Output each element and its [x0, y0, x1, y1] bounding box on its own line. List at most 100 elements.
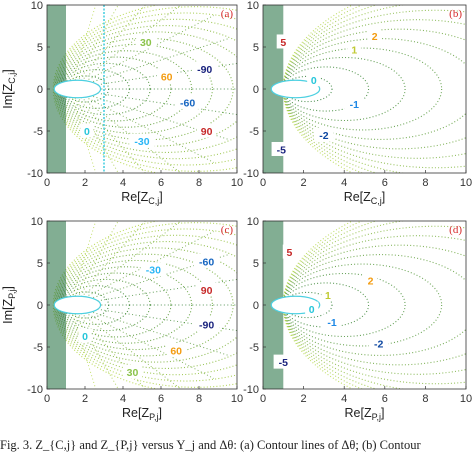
contour-label-text: -60	[199, 256, 214, 268]
contour-label-text: 1	[325, 290, 331, 302]
contour-label-box	[140, 262, 167, 277]
contour-label: 30	[122, 364, 143, 379]
contour-label-box	[196, 282, 217, 297]
contour-label: -1	[344, 96, 365, 111]
contour-label-text: 2	[368, 276, 374, 288]
contour-label: 1	[347, 42, 361, 57]
contour-label: 60	[166, 342, 186, 357]
x-axis-label: Re[ZC,j]	[121, 190, 163, 206]
contour-label-box	[129, 133, 155, 148]
contour-label-text: -1	[350, 99, 359, 111]
contour-label: -5	[273, 354, 293, 369]
y-tick-label: -10	[27, 168, 43, 180]
y-tick-label: 10	[247, 216, 259, 228]
contour-label: -2	[314, 127, 334, 142]
panel-c: -30 -60 90 -90 0 60 30 0 2 4 6 8 10 10 5 0 -5 -10 Re[ZP,j]…	[1, 216, 243, 422]
y-tick-label: 5	[37, 42, 43, 54]
contour-label: 2	[368, 28, 382, 43]
contour-label-text: -30	[134, 136, 149, 148]
x-tick-label: 10	[231, 393, 243, 405]
y-tick-label: 10	[31, 216, 43, 228]
x-tick-label: 0	[260, 393, 266, 405]
panel-label: (b)	[449, 8, 462, 20]
contour-label: 0	[80, 123, 94, 138]
x-axis-label: Re[ZP,j]	[122, 406, 162, 422]
contour-label: 60	[157, 68, 177, 83]
contour-label-box	[322, 314, 342, 329]
contour-label: 0	[305, 301, 319, 316]
contour-label-text: 60	[161, 71, 173, 83]
contour-label-text: -1	[327, 317, 336, 329]
contour-label-box	[136, 34, 156, 49]
contour-label-box	[174, 94, 201, 109]
contour-label-text: 60	[170, 345, 182, 357]
contour-label-box	[369, 336, 389, 351]
contour-label: -90	[193, 316, 220, 331]
x-tick-label: 2	[301, 177, 307, 189]
x-tick-label: 4	[120, 177, 126, 189]
x-tick-label: 10	[231, 177, 243, 189]
contour-label-box	[80, 123, 94, 138]
contour-label: -90	[191, 61, 218, 76]
contour-label-text: 0	[82, 331, 88, 343]
contour-label-text: 1	[351, 45, 357, 57]
y-tick-label: -5	[33, 342, 43, 354]
x-tick-label: 10	[460, 393, 472, 405]
contour-label-text: 30	[127, 367, 139, 379]
contour-label: -30	[129, 133, 155, 148]
contour-label: -2	[369, 336, 389, 351]
y-tick-label: -10	[243, 168, 259, 180]
contour-label-box	[282, 244, 296, 259]
contour-label-box	[347, 42, 361, 57]
y-tick-label: -5	[249, 342, 259, 354]
y-tick-label: -5	[249, 126, 259, 138]
origin-hole	[53, 79, 102, 99]
contour-label: 2	[363, 273, 378, 288]
x-tick-label: 4	[341, 177, 347, 189]
contour-label-box	[273, 354, 293, 369]
y-tick-label: -10	[243, 384, 259, 396]
contour-label: -30	[140, 262, 167, 277]
contour-label-box	[344, 96, 365, 111]
origin-hole	[53, 295, 102, 315]
contour-label-text: 5	[286, 247, 292, 259]
contour-label: 1	[321, 287, 335, 302]
x-tick-label: 2	[82, 177, 88, 189]
contour-label: -60	[193, 253, 220, 268]
contour-label-text: -90	[197, 64, 212, 76]
x-tick-label: 6	[158, 177, 164, 189]
contour-label-text: -5	[277, 144, 286, 156]
x-tick-label: 6	[158, 393, 164, 405]
y-tick-label: 10	[31, 0, 43, 12]
contour-label-box	[314, 127, 334, 142]
y-tick-label: 0	[37, 300, 43, 312]
contour-label: 90	[196, 123, 217, 138]
contour-label: 5	[282, 244, 296, 259]
x-tick-label: 2	[301, 393, 307, 405]
x-tick-label: 4	[120, 393, 126, 405]
x-tick-label: 8	[422, 393, 428, 405]
plot-area: -30 -60 90 -90 0 60 30	[47, 221, 237, 389]
contour-label-box	[368, 28, 382, 43]
contour-label-box	[193, 253, 220, 268]
contour-label-text: -2	[374, 339, 383, 351]
plot-area: 5 2 10 -1 -2 -5	[263, 221, 466, 389]
contour-label: 30	[136, 34, 156, 49]
contour-label: -60	[174, 94, 201, 109]
x-tick-label: 8	[196, 393, 202, 405]
x-tick-label: 8	[196, 177, 202, 189]
contour-label-text: 0	[84, 126, 90, 138]
contour-label-box	[276, 34, 290, 49]
contour-label: 90	[196, 282, 217, 297]
contour-label: 5	[276, 34, 290, 49]
y-tick-label: 0	[253, 84, 259, 96]
x-axis-label: Re[ZC,j]	[344, 190, 386, 206]
panel-label: (d)	[449, 224, 462, 236]
contour-label-text: 0	[309, 304, 315, 316]
contour-label-text: -30	[146, 265, 161, 277]
contour-label: -1	[322, 314, 342, 329]
contour-label-text: -60	[180, 97, 195, 109]
